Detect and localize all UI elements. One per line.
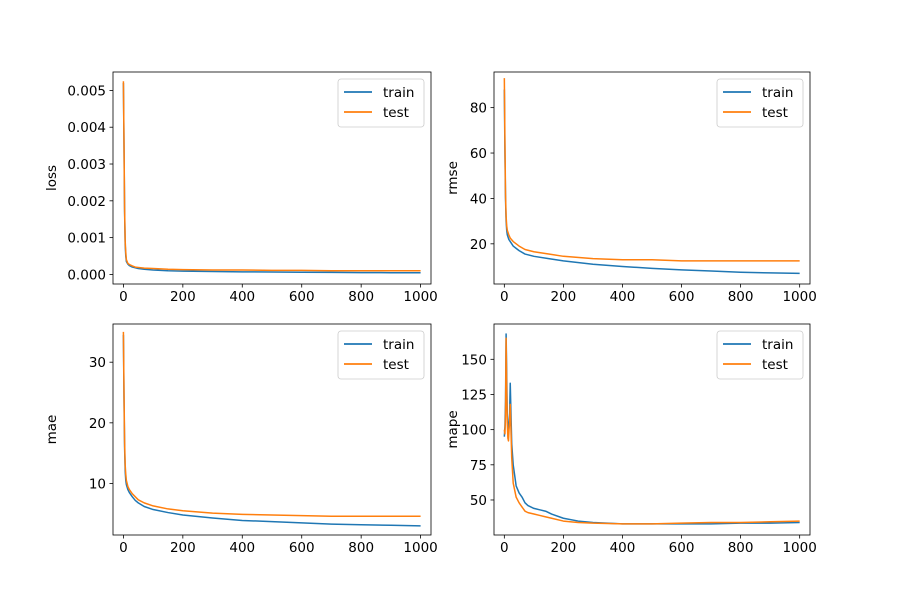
y-tick-label: 80 xyxy=(470,101,487,117)
legend: train test xyxy=(716,78,804,128)
legend-label-test: test xyxy=(762,105,788,121)
y-tick-label: 0.003 xyxy=(67,157,106,173)
y-axis-label: rmse xyxy=(445,161,461,195)
y-tick-label: 0.004 xyxy=(67,120,106,136)
x-tick-label: 1000 xyxy=(403,540,437,556)
x-tick-label: 200 xyxy=(170,540,196,556)
legend-box xyxy=(337,78,425,128)
x-tick-label: 400 xyxy=(610,289,636,305)
x-tick-label: 0 xyxy=(119,289,128,305)
y-tick-label: 150 xyxy=(461,352,487,368)
x-tick-label: 400 xyxy=(610,540,636,556)
legend-label-train: train xyxy=(383,85,414,101)
x-tick-label: 800 xyxy=(728,289,754,305)
x-tick-label: 0 xyxy=(500,540,509,556)
series-line-test xyxy=(503,78,800,262)
x-tick-label: 200 xyxy=(170,289,196,305)
axes-frame xyxy=(493,71,811,285)
axes-frame xyxy=(112,323,432,536)
legend-label-test: test xyxy=(383,105,409,121)
legend-box xyxy=(337,330,425,380)
legend: train test xyxy=(337,78,425,128)
axes-frame xyxy=(112,71,432,285)
x-tick-label: 200 xyxy=(551,289,577,305)
y-tick-label: 20 xyxy=(89,416,106,432)
x-tick-label: 1000 xyxy=(782,540,816,556)
y-tick-label: 40 xyxy=(470,191,487,207)
y-tick-label: 0.002 xyxy=(67,194,106,210)
y-tick-label: 75 xyxy=(470,458,487,474)
y-tick-label: 30 xyxy=(89,355,106,371)
subplot-mae: 0 200 400 600 800 1000 10 20 30 mae train test xyxy=(44,323,438,556)
legend-box xyxy=(716,330,804,380)
y-tick-label: 20 xyxy=(470,237,487,253)
x-tick-label: 400 xyxy=(229,540,255,556)
x-tick-label: 600 xyxy=(669,289,695,305)
y-tick-label: 60 xyxy=(470,146,487,162)
subplot-loss: 0 200 400 600 800 1000 0.000 0.001 0.002 0.003 0.0… xyxy=(44,71,438,305)
y-tick-label: 10 xyxy=(89,476,106,492)
x-tick-label: 600 xyxy=(289,540,315,556)
series-line-test xyxy=(122,81,421,272)
x-tick-label: 0 xyxy=(500,289,509,305)
x-tick-label: 1000 xyxy=(782,289,816,305)
y-tick-label: 0.001 xyxy=(67,231,106,247)
x-tick-label: 0 xyxy=(119,540,128,556)
legend: train test xyxy=(716,330,804,380)
x-tick-label: 400 xyxy=(229,289,255,305)
x-tick-label: 600 xyxy=(289,289,315,305)
series-line-test xyxy=(503,337,800,525)
x-tick-label: 600 xyxy=(669,540,695,556)
legend-label-train: train xyxy=(762,337,793,353)
y-tick-label: 0.005 xyxy=(67,83,106,99)
subplot-rmse: 0 200 400 600 800 1000 20 40 60 80 rmse train test xyxy=(445,71,817,305)
legend-label-test: test xyxy=(762,357,788,373)
subplot-mape: 0 200 400 600 800 10005075100125150mapetraint… xyxy=(445,323,817,556)
legend-label-train: train xyxy=(383,337,414,353)
y-axis-label: mape xyxy=(445,410,461,448)
y-tick-label: 100 xyxy=(461,423,487,439)
x-tick-label: 800 xyxy=(348,540,374,556)
x-tick-label: 1000 xyxy=(403,289,437,305)
x-tick-label: 800 xyxy=(728,540,754,556)
x-tick-label: 200 xyxy=(551,540,577,556)
y-tick-label: 50 xyxy=(470,493,487,509)
y-axis-label: mae xyxy=(44,415,60,445)
legend-label-train: train xyxy=(762,85,793,101)
y-tick-label: 125 xyxy=(461,387,487,403)
x-tick-label: 800 xyxy=(348,289,374,305)
y-tick-label: 0.000 xyxy=(67,267,106,283)
y-axis-label: loss xyxy=(44,165,60,191)
series-line-test xyxy=(122,331,421,517)
legend-label-test: test xyxy=(383,357,409,373)
legend-box xyxy=(716,78,804,128)
legend: train test xyxy=(337,330,425,380)
